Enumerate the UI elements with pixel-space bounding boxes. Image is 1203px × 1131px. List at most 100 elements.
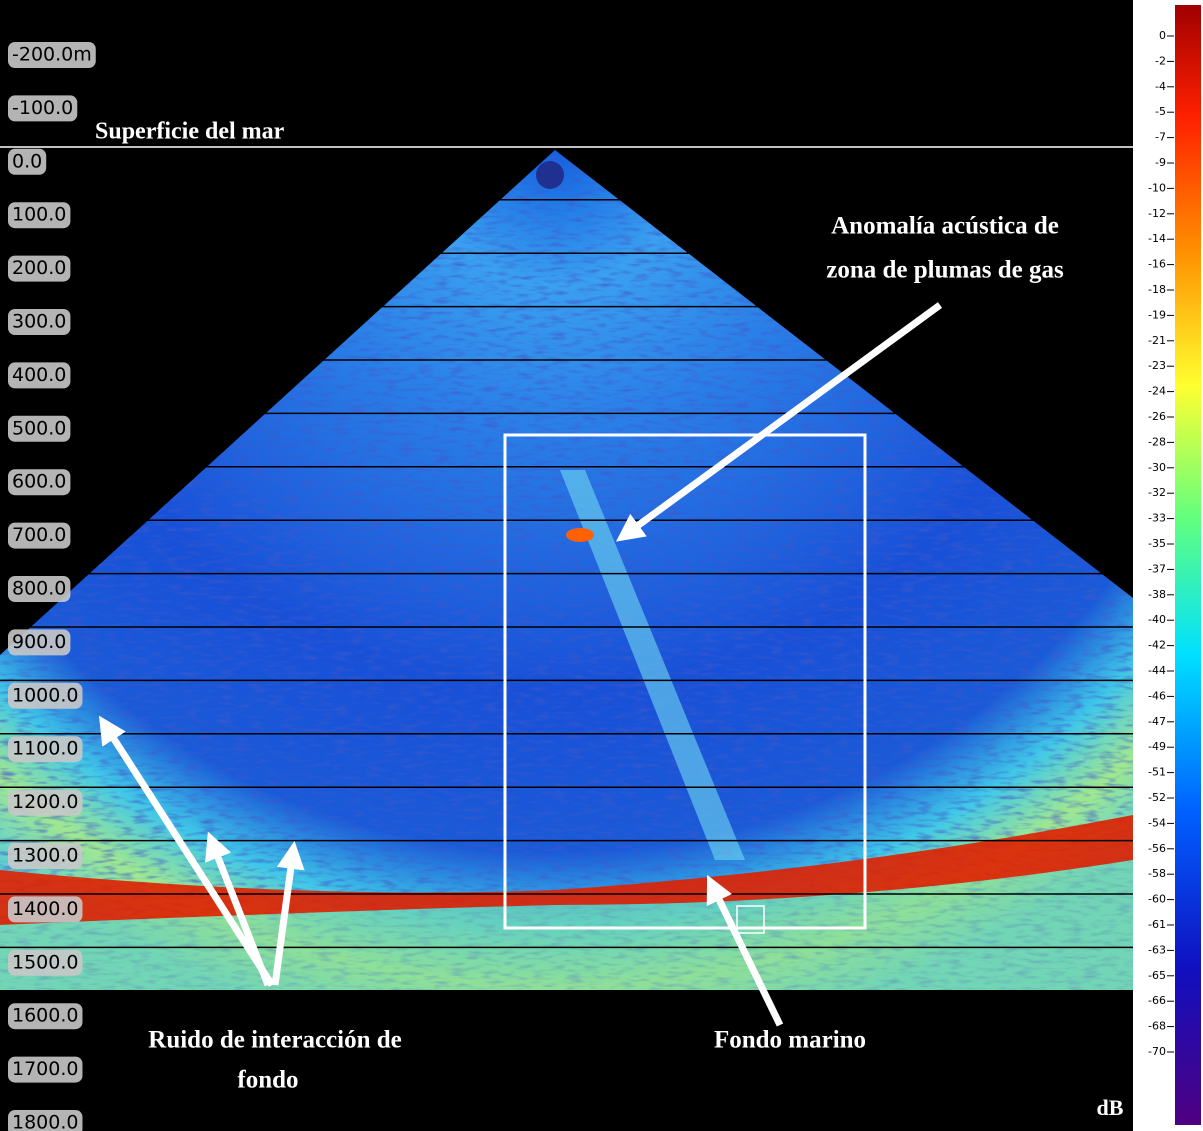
depth-label-box xyxy=(8,415,71,442)
colorbar-label: -10 xyxy=(1148,181,1166,194)
depth-label: 1000.0 xyxy=(12,684,78,706)
depth-label-box xyxy=(8,1110,83,1131)
depth-label-box xyxy=(8,42,96,68)
depth-label-box xyxy=(8,255,71,282)
depth-label-box xyxy=(8,148,47,175)
colorbar-label: -68 xyxy=(1148,1020,1166,1033)
depth-label: 600.0 xyxy=(12,471,66,493)
colorbar xyxy=(1175,5,1201,1125)
depth-label: 100.0 xyxy=(12,204,66,226)
colorbar-label: -47 xyxy=(1148,715,1166,728)
colorbar-label: -12 xyxy=(1148,207,1166,220)
colorbar-label: -58 xyxy=(1148,867,1166,880)
depth-label: 1600.0 xyxy=(12,1005,78,1027)
colorbar-label: -60 xyxy=(1148,893,1166,906)
colorbar-label: -26 xyxy=(1148,410,1166,423)
colorbar-label: -65 xyxy=(1148,969,1166,982)
depth-label-box xyxy=(8,576,71,602)
colorbar-label: -63 xyxy=(1148,943,1166,956)
depth-label-box xyxy=(8,362,71,389)
annotation: Fondo marino xyxy=(714,1027,866,1054)
depth-label: 500.0 xyxy=(12,417,66,439)
colorbar-labels: 0 -2 -4 -5 -7 -9 -10 -12 -14 -16 -18 -19 -21 -23 -24 -2… xyxy=(1148,29,1174,1058)
depth-label-box xyxy=(8,1056,83,1083)
depth-label: 1700.0 xyxy=(12,1058,78,1080)
depth-label: 900.0 xyxy=(12,631,66,653)
depth-label-box xyxy=(8,682,83,709)
depth-label-box xyxy=(8,629,71,656)
depth-label: 1400.0 xyxy=(12,898,78,920)
colorbar-label: -37 xyxy=(1148,562,1166,575)
depth-label-box xyxy=(8,309,71,335)
noise-arrow xyxy=(271,840,305,986)
arrows xyxy=(98,302,943,1027)
colorbar-label: -56 xyxy=(1148,842,1166,855)
annotation: Anomalía acústica de xyxy=(831,213,1059,240)
depth-label-box xyxy=(8,789,83,816)
colorbar-label: -5 xyxy=(1155,105,1166,118)
depth-label: 1800.0 xyxy=(12,1112,78,1131)
gas-plume xyxy=(560,470,745,860)
depth-label: -200.0m xyxy=(12,44,92,66)
depth-label-box xyxy=(8,522,71,549)
colorbar-label: -38 xyxy=(1148,588,1166,601)
gas-arrow xyxy=(615,302,943,542)
colorbar-label: -66 xyxy=(1148,994,1166,1007)
depth-scale: -200.0m -100.0 0.0 100.0 200.0 300.0 400.0 500.… xyxy=(8,42,96,1131)
noise-arrow xyxy=(205,831,272,987)
depth-label-box xyxy=(8,469,71,496)
colorbar-label: -40 xyxy=(1148,613,1166,626)
depth-label: 700.0 xyxy=(12,524,66,546)
colorbar-label: -52 xyxy=(1148,791,1166,804)
colorbar-label: -21 xyxy=(1148,334,1166,347)
colorbar-label: -16 xyxy=(1148,258,1166,271)
colorbar-label: -18 xyxy=(1148,283,1166,296)
plume-anomaly xyxy=(566,528,594,542)
colorbar-label: 0 xyxy=(1159,29,1166,42)
depth-label-box xyxy=(8,843,83,869)
depth-label: 200.0 xyxy=(12,257,66,279)
colorbar-label: -2 xyxy=(1155,54,1166,67)
depth-label: 800.0 xyxy=(12,578,66,600)
colorbar-label: -42 xyxy=(1148,639,1166,652)
depth-label-box xyxy=(8,896,83,923)
depth-label: 1300.0 xyxy=(12,845,78,867)
colorbar-label: -28 xyxy=(1148,435,1166,448)
colorbar-label: -24 xyxy=(1148,385,1166,398)
small-box xyxy=(736,905,765,934)
colorbar-label: -9 xyxy=(1155,156,1166,169)
depth-label-box xyxy=(8,1003,83,1030)
depth-label: 1200.0 xyxy=(12,791,78,813)
below-seafloor xyxy=(0,860,1133,990)
depth-label: 1500.0 xyxy=(12,951,78,973)
depth-label: 0.0 xyxy=(12,150,42,172)
depth-label-box xyxy=(8,95,78,122)
colorbar-label: -70 xyxy=(1148,1045,1166,1058)
colorbar-unit: dB xyxy=(1097,1095,1124,1120)
colorbar-label: -33 xyxy=(1148,512,1166,525)
colorbar-label: -54 xyxy=(1148,816,1166,829)
colorbar-label: -23 xyxy=(1148,359,1166,372)
colorbar-label: -4 xyxy=(1155,80,1166,93)
seafloor-arrow xyxy=(706,874,784,1027)
colorbar-label: -14 xyxy=(1148,232,1166,245)
colorbar-label: -49 xyxy=(1148,740,1166,753)
depth-label-box xyxy=(8,736,83,763)
plume-box xyxy=(503,433,867,930)
colorbar-label: -51 xyxy=(1148,766,1166,779)
depth-lines xyxy=(0,199,1133,1002)
annotation: zona de plumas de gas xyxy=(826,257,1064,284)
depth-label-box xyxy=(8,949,83,976)
colorbar-label: -61 xyxy=(1148,918,1166,931)
seafloor-band xyxy=(0,815,1133,925)
annotation: fondo xyxy=(237,1067,298,1094)
colorbar-label: -30 xyxy=(1148,461,1166,474)
noise-arrow xyxy=(98,715,275,987)
depth-label: 1100.0 xyxy=(12,738,78,760)
depth-label: 400.0 xyxy=(12,364,66,386)
depth-label: -100.0 xyxy=(12,97,73,119)
colorbar-label: -7 xyxy=(1155,131,1166,144)
transducer-spot xyxy=(536,161,564,189)
